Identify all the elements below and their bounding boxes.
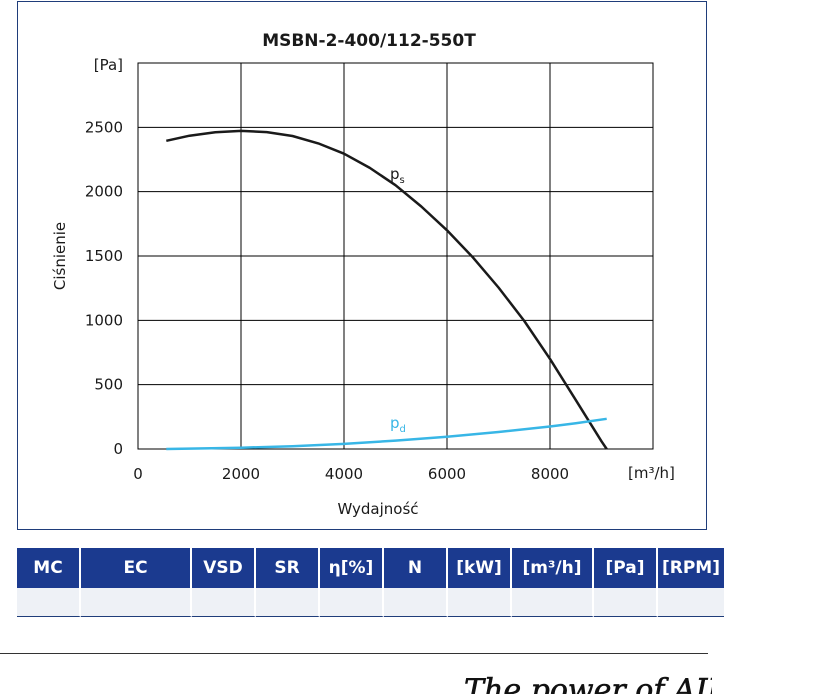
col-n: N bbox=[384, 548, 448, 588]
cell-vsd bbox=[192, 588, 256, 617]
x-tick-label: 2000 bbox=[222, 465, 260, 483]
series-line-ps bbox=[166, 129, 608, 450]
cell-efficiency bbox=[320, 588, 384, 617]
col-pressure: [Pa] bbox=[594, 548, 658, 588]
series-label-ps: ps bbox=[390, 165, 405, 186]
y-tick-label: 2500 bbox=[85, 118, 123, 136]
chart-frame: ps pd 0 2000 4000 6000 8000 0 500 1000 1500 2000 25… bbox=[17, 1, 707, 530]
fan-curve-chart: ps pd 0 2000 4000 6000 8000 0 500 1000 1500 2000 25… bbox=[51, 31, 675, 518]
x-axis-label: Wydajność bbox=[337, 500, 418, 518]
x-tick-label: 0 bbox=[133, 465, 143, 483]
tagline-logo: The power of AIR bbox=[464, 673, 712, 694]
cell-kw bbox=[448, 588, 512, 617]
col-kw: [kW] bbox=[448, 548, 512, 588]
cell-sr bbox=[256, 588, 320, 617]
series-layer: ps pd bbox=[166, 129, 608, 451]
x-tick-label: 6000 bbox=[428, 465, 466, 483]
cell-mc bbox=[17, 588, 81, 617]
series-label-pd: pd bbox=[390, 414, 406, 435]
cell-n bbox=[384, 588, 448, 617]
spec-table: MC EC VSD SR η[%] N [kW] [m³/h] [Pa] [RP… bbox=[17, 548, 724, 617]
col-sr: SR bbox=[256, 548, 320, 588]
col-mc: MC bbox=[17, 548, 81, 588]
y-tick-label: 1500 bbox=[85, 247, 123, 265]
y-tick-label: 0 bbox=[113, 440, 123, 458]
series-line-pd bbox=[166, 417, 607, 451]
cell-pressure bbox=[594, 588, 658, 617]
chart-title: MSBN-2-400/112-550T bbox=[262, 31, 476, 51]
col-vsd: VSD bbox=[192, 548, 256, 588]
y-tick-label: 1000 bbox=[85, 311, 123, 329]
col-ec: EC bbox=[81, 548, 192, 588]
spec-header-row: MC EC VSD SR η[%] N [kW] [m³/h] [Pa] [RP… bbox=[17, 548, 724, 588]
cell-rpm bbox=[658, 588, 724, 617]
cell-ec bbox=[81, 588, 192, 617]
col-rpm: [RPM] bbox=[658, 548, 724, 588]
table-row bbox=[17, 588, 724, 617]
col-efficiency: η[%] bbox=[320, 548, 384, 588]
y-unit-label: [Pa] bbox=[94, 56, 123, 74]
y-axis-label: Ciśnienie bbox=[51, 222, 69, 290]
tagline-script: The power of AIR bbox=[464, 673, 712, 694]
tick-labels: 0 2000 4000 6000 8000 0 500 1000 1500 2000 2500 bbox=[85, 118, 569, 483]
x-tick-label: 4000 bbox=[325, 465, 363, 483]
footer-divider bbox=[0, 653, 708, 654]
x-unit-label: [m³/h] bbox=[628, 464, 675, 482]
y-tick-label: 500 bbox=[94, 376, 123, 394]
x-tick-label: 8000 bbox=[531, 465, 569, 483]
cell-airflow bbox=[512, 588, 594, 617]
y-tick-label: 2000 bbox=[85, 183, 123, 201]
col-airflow: [m³/h] bbox=[512, 548, 594, 588]
